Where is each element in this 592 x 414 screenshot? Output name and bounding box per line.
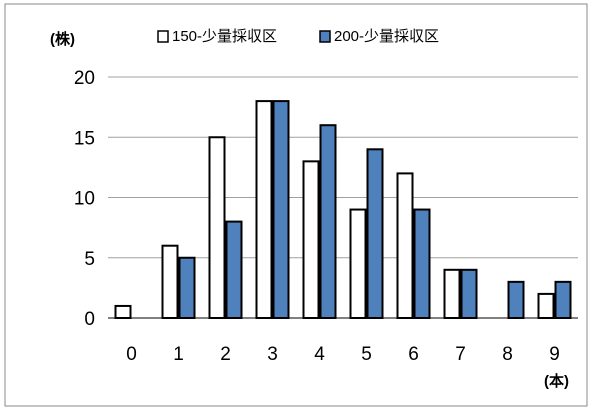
x-tick-label: 5	[361, 344, 372, 365]
chart-border	[4, 3, 588, 407]
y-axis-unit-label: (株)	[50, 30, 75, 48]
y-tick-label: 5	[84, 249, 95, 270]
bar-series-2-cat-1	[178, 256, 196, 319]
bar-series-2-cat-3	[272, 100, 290, 319]
x-tick-label: 1	[173, 344, 184, 365]
y-tick-labels: 0 5 10 15 20	[74, 68, 95, 330]
bar-series-2-cat-9	[554, 280, 572, 320]
legend-label-series-2: 200-少量採収区	[334, 28, 439, 45]
legend-swatch-series-2	[319, 30, 331, 43]
y-tick-label: 10	[74, 189, 95, 210]
bar-series-1-cat-0	[114, 304, 132, 320]
x-tick-label: 9	[549, 344, 560, 365]
bar-series-1-cat-3	[255, 100, 273, 319]
bar-series-1-cat-7	[443, 268, 461, 319]
bar-series-1-cat-6	[396, 172, 414, 319]
x-tick-label: 7	[455, 344, 466, 365]
bar-series-1-cat-1	[161, 244, 179, 319]
x-tick-labels: 0 1 2 3 4 5 6 7 8 9	[126, 344, 560, 365]
y-tick-label: 0	[84, 309, 95, 330]
bar-series-2-cat-7	[460, 268, 478, 319]
x-tick-label: 3	[267, 344, 278, 365]
bar-series-2-cat-8	[507, 280, 525, 320]
legend: 150-少量採収区 200-少量採収区	[157, 28, 439, 45]
bar-series-2-cat-5	[366, 148, 384, 319]
bar-series-1-cat-4	[302, 160, 320, 319]
x-tick-label: 6	[408, 344, 419, 365]
y-tick-label: 15	[74, 128, 95, 149]
x-tick-label: 8	[502, 344, 513, 365]
legend-swatch-series-1	[157, 30, 169, 43]
bar-series-2-cat-2	[225, 220, 243, 320]
x-tick-label: 0	[126, 344, 137, 365]
bar-series-2-cat-6	[413, 208, 431, 319]
x-tick-label: 4	[314, 344, 325, 365]
bar-series-1-cat-5	[349, 208, 367, 319]
bar-series-1-cat-2	[208, 136, 226, 319]
x-axis-unit-label: (本)	[544, 372, 569, 390]
x-tick-label: 2	[220, 344, 231, 365]
bar-series-2-cat-4	[319, 124, 337, 319]
legend-label-series-1: 150-少量採収区	[172, 28, 277, 45]
bar-series-1-cat-9	[537, 292, 555, 319]
y-tick-label: 20	[74, 68, 95, 89]
